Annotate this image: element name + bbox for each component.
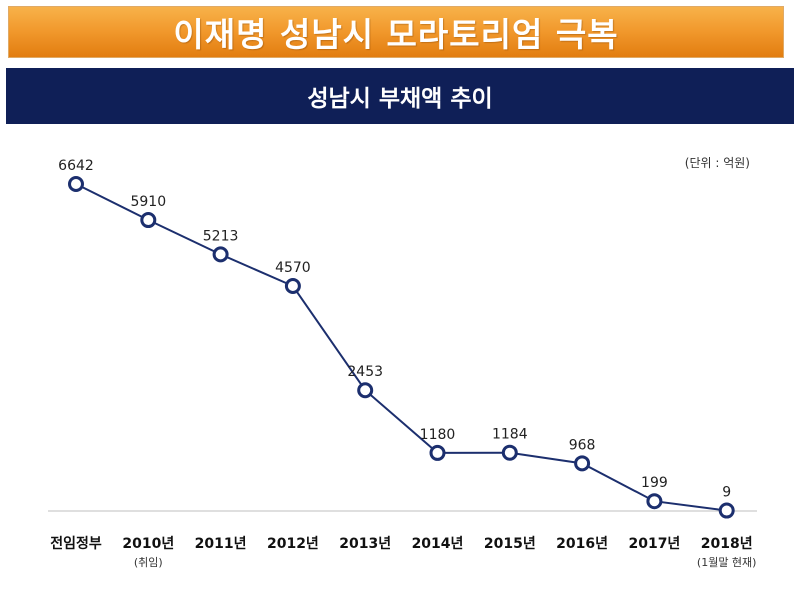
x-tick-label: 2016년	[556, 536, 608, 552]
x-tick-label: 2012년	[267, 536, 319, 552]
data-point	[68, 176, 84, 192]
x-tick-label: 2014년	[412, 536, 464, 552]
x-tick-label: 전임정부	[50, 535, 102, 552]
unit-label: (단위 : 억원)	[684, 156, 750, 170]
data-point	[501, 444, 518, 461]
x-tick-label: 2015년	[484, 536, 536, 552]
data-label: 9	[722, 485, 731, 501]
data-label: 2453	[347, 364, 383, 380]
data-label: 5213	[203, 228, 239, 244]
data-label: 4570	[275, 260, 311, 276]
data-point	[212, 246, 229, 263]
x-tick-label: 2017년	[628, 536, 680, 552]
page-title: 이재명 성남시 모라토리엄 극복	[8, 6, 784, 58]
x-tick-label: 2013년	[339, 536, 391, 552]
chart-title: 성남시 부채액 추이	[6, 68, 794, 124]
data-point	[718, 502, 735, 519]
series-line	[75, 183, 727, 512]
x-tick-note: (1월말 현재)	[697, 556, 757, 569]
data-point	[646, 493, 663, 510]
data-label: 1180	[420, 427, 456, 443]
x-tick-label: 2010년	[122, 536, 174, 552]
data-point	[357, 382, 374, 399]
data-point	[284, 278, 301, 295]
data-label: 199	[641, 475, 668, 491]
data-point	[429, 444, 446, 461]
x-tick-note: (취임)	[134, 556, 163, 569]
data-point	[140, 212, 157, 229]
data-label: 1184	[492, 427, 528, 443]
x-tick-label: 2011년	[195, 536, 247, 552]
data-point	[574, 455, 591, 472]
data-label: 6642	[58, 158, 94, 174]
data-label: 968	[569, 437, 596, 453]
x-tick-label: 2018년	[701, 536, 753, 552]
data-label: 5910	[130, 194, 166, 210]
